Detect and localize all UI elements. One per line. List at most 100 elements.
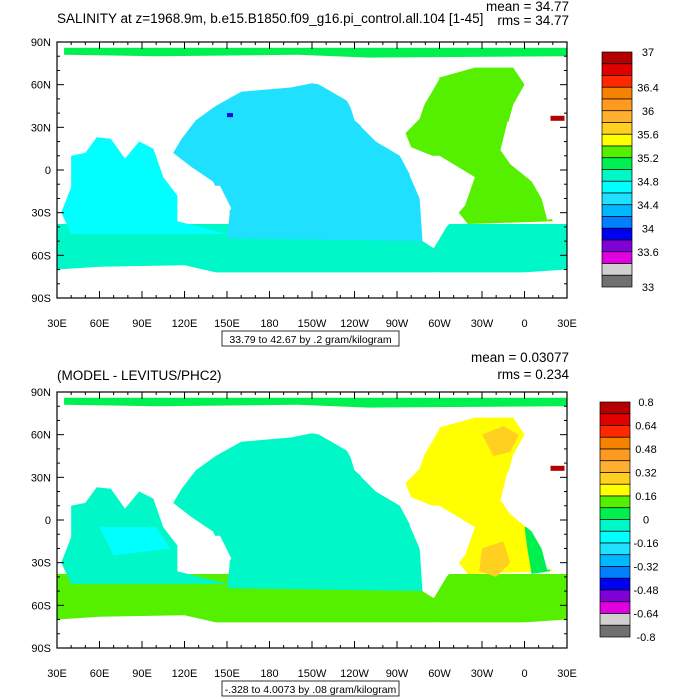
colorbar-box: [601, 263, 633, 276]
map-field: [57, 47, 567, 298]
land-africa: [500, 471, 567, 570]
land-australia: [177, 535, 232, 575]
colorbar-box: [601, 251, 633, 264]
lon-label: 30E: [47, 318, 67, 330]
lat-label: 30N: [31, 122, 51, 134]
atlantic-ocean-region: [405, 67, 553, 225]
lat-label: 60S: [31, 600, 51, 612]
colorbar: 0.8 0.64 0.48 0.32 0.16 0 -0.16 -0.32 -0.48 -0.64…: [599, 397, 659, 644]
land-samerica: [409, 155, 475, 249]
map-panel-2: 30E 60E 90E 120E 150E 180 150W 120W 90W 60W 30W 0 30…: [31, 350, 659, 697]
colorbar-box: [599, 542, 631, 556]
lon-label: 120W: [340, 318, 369, 330]
contour-range-label: 33.79 to 42.67 by .2 gram/kilogram: [229, 334, 392, 346]
south-atlantic-anomaly-region: [479, 541, 511, 577]
lon-label: 90E: [132, 668, 152, 680]
lon-label: 60W: [428, 668, 451, 680]
colorbar-box: [599, 589, 631, 603]
lon-label: 60E: [90, 668, 110, 680]
colorbar-box: [601, 110, 633, 123]
colorbar-box: [601, 86, 633, 100]
colorbar-box: [599, 519, 631, 532]
lat-label: 90S: [31, 643, 51, 655]
lon-label: 120W: [340, 668, 369, 680]
lon-label: 90W: [386, 318, 409, 330]
colorbar-label: 0.8: [638, 397, 653, 409]
colorbar-box: [599, 530, 631, 544]
colorbar-label: 0.32: [635, 468, 656, 480]
mediterranean-region: [550, 115, 565, 121]
colorbar-label: 33: [642, 282, 654, 294]
lat-label: 30S: [31, 208, 51, 220]
colorbar-label: 37: [642, 47, 654, 59]
colorbar-box: [599, 425, 631, 438]
colorbar-box: [601, 122, 633, 135]
lon-label: 180: [260, 318, 278, 330]
lon-label: 150W: [298, 668, 327, 680]
lon-label: 30E: [47, 668, 67, 680]
colorbar-box: [599, 624, 631, 638]
atlantic-ocean-region: [405, 417, 553, 575]
lon-label: 120E: [172, 318, 198, 330]
colorbar-box: [601, 204, 633, 217]
lat-label: 30S: [31, 558, 51, 570]
colorbar-label: -0.48: [633, 585, 658, 597]
colorbar-box: [601, 192, 633, 206]
rms-value: rms = 34.77: [497, 13, 569, 28]
colorbar-box: [599, 601, 631, 614]
colorbar: 37 36.4 36 35.6 35.2 34.8 34.4 34 33.6 33: [601, 47, 659, 294]
colorbar-label: 36.4: [637, 82, 658, 94]
colorbar-box: [601, 145, 633, 159]
contour-range-box: [221, 680, 400, 697]
lon-label: 30W: [471, 668, 494, 680]
lat-label: 30N: [31, 472, 51, 484]
colorbar-box: [599, 401, 631, 415]
land-namerica: [319, 70, 440, 145]
map-panel-1: 30E 60E 90E 120E 150E 180 150W 120W 90W 60W 30W 0 30…: [31, 0, 659, 347]
colorbar-label: 33.6: [637, 247, 658, 259]
land-namerica: [319, 420, 440, 495]
lat-label: 60N: [31, 80, 51, 92]
colorbar-box: [599, 566, 631, 579]
pacific-ocean-region: [173, 83, 426, 242]
lat-label: 90N: [31, 387, 51, 399]
map-field: [57, 397, 567, 648]
colorbar-box: [601, 239, 633, 253]
mean-value: mean = 0.03077: [471, 350, 569, 365]
colorbar-box: [601, 216, 633, 229]
colorbar-label: 34.4: [637, 200, 658, 212]
lon-label: 60E: [90, 318, 110, 330]
colorbar-box: [601, 63, 633, 76]
lon-label: 0: [521, 318, 527, 330]
colorbar-label: 0.48: [635, 444, 656, 456]
lon-label: 0: [521, 668, 527, 680]
plot-title: SALINITY at z=1968.9m, b.e15.B1850.f09_g…: [57, 11, 483, 26]
colorbar-label: 36: [642, 106, 654, 118]
colorbar-box: [601, 98, 633, 112]
lon-label: 90E: [132, 318, 152, 330]
colorbar-box: [601, 157, 633, 170]
japan-sea-region: [227, 113, 233, 118]
lat-label: 60S: [31, 250, 51, 262]
colorbar-label: 34: [642, 223, 654, 235]
lon-label: 150E: [214, 668, 240, 680]
colorbar-label: 35.2: [637, 153, 658, 165]
colorbar-box: [599, 577, 631, 591]
colorbar-box: [599, 413, 631, 426]
contour-range-box: [221, 330, 400, 347]
plot-title: (MODEL - LEVITUS/PHC2): [57, 368, 222, 383]
arctic-ocean-region: [64, 47, 567, 58]
colorbar-box: [599, 613, 631, 626]
colorbar-box: [601, 169, 633, 182]
colorbar-box: [601, 51, 633, 65]
colorbar-box: [601, 180, 633, 194]
lon-label: 30E: [557, 318, 577, 330]
lon-label: 180: [260, 668, 278, 680]
contour-range-label: -.328 to 4.0073 by .08 gram/kilogram: [225, 684, 397, 696]
colorbar-label: -0.32: [633, 562, 658, 574]
lon-label: 120E: [172, 668, 198, 680]
colorbar-box: [599, 460, 631, 473]
lat-label: 0: [45, 165, 51, 177]
colorbar-box: [601, 274, 633, 288]
